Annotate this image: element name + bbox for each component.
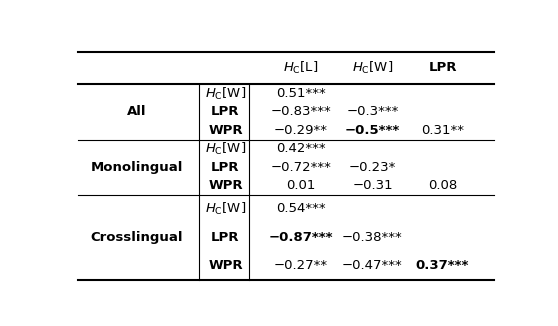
Text: $\mathit{H}_\mathsf{C}$[W]: $\mathit{H}_\mathsf{C}$[W] bbox=[205, 85, 246, 102]
Text: −0.3***: −0.3*** bbox=[347, 105, 398, 118]
Text: −0.23*: −0.23* bbox=[349, 161, 396, 174]
Text: −0.38***: −0.38*** bbox=[342, 231, 403, 244]
Text: LPR: LPR bbox=[211, 231, 240, 244]
Text: LPR: LPR bbox=[211, 105, 240, 118]
Text: LPR: LPR bbox=[211, 161, 240, 174]
Text: WPR: WPR bbox=[208, 179, 243, 192]
Text: Monolingual: Monolingual bbox=[90, 161, 183, 174]
Text: −0.47***: −0.47*** bbox=[342, 259, 403, 273]
Text: −0.87***: −0.87*** bbox=[269, 231, 333, 244]
Text: −0.27**: −0.27** bbox=[274, 259, 328, 273]
Text: $\mathit{H}_\mathsf{C}$[W]: $\mathit{H}_\mathsf{C}$[W] bbox=[352, 60, 393, 76]
Text: 0.51***: 0.51*** bbox=[276, 87, 326, 100]
Text: −0.31: −0.31 bbox=[352, 179, 393, 192]
Text: −0.72***: −0.72*** bbox=[271, 161, 331, 174]
Text: 0.37***: 0.37*** bbox=[416, 259, 469, 273]
Text: 0.42***: 0.42*** bbox=[276, 142, 326, 155]
Text: WPR: WPR bbox=[208, 124, 243, 137]
Text: All: All bbox=[127, 105, 147, 118]
Text: 0.01: 0.01 bbox=[286, 179, 316, 192]
Text: LPR: LPR bbox=[429, 62, 457, 74]
Text: Crosslingual: Crosslingual bbox=[90, 231, 183, 244]
Text: 0.08: 0.08 bbox=[428, 179, 457, 192]
Text: −0.83***: −0.83*** bbox=[271, 105, 331, 118]
Text: 0.31**: 0.31** bbox=[421, 124, 464, 137]
Text: 0.54***: 0.54*** bbox=[276, 202, 326, 215]
Text: $\mathit{H}_\mathsf{C}$[L]: $\mathit{H}_\mathsf{C}$[L] bbox=[283, 60, 319, 76]
Text: −0.29**: −0.29** bbox=[274, 124, 328, 137]
Text: −0.5***: −0.5*** bbox=[345, 124, 400, 137]
Text: $\mathit{H}_\mathsf{C}$[W]: $\mathit{H}_\mathsf{C}$[W] bbox=[205, 141, 246, 157]
Text: $\mathit{H}_\mathsf{C}$[W]: $\mathit{H}_\mathsf{C}$[W] bbox=[205, 201, 246, 217]
Text: WPR: WPR bbox=[208, 259, 243, 273]
